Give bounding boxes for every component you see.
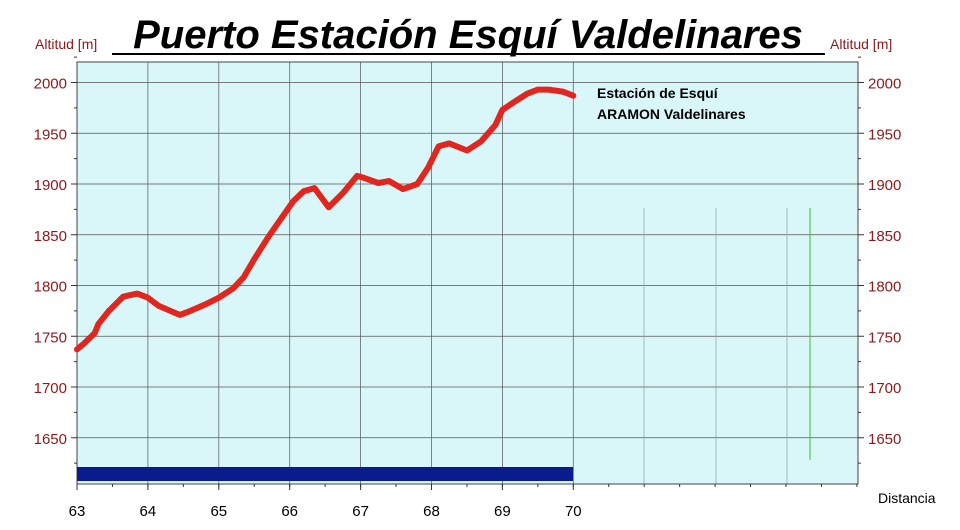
x-tick-label: 66 xyxy=(281,503,298,520)
x-tick-label: 63 xyxy=(69,503,86,520)
y-tick-label-right: 1900 xyxy=(868,177,901,194)
y-tick-label-left: 1650 xyxy=(34,431,67,448)
x-tick-label: 68 xyxy=(423,503,440,520)
y-axis-left: 1650 1700 1750 1800 1850 1900 1950 2000 xyxy=(34,56,77,464)
x-tick-label: 67 xyxy=(352,503,369,520)
y-axis-right: 1650 1700 1750 1800 1850 1900 1950 2000 xyxy=(858,56,901,464)
y-tick-label-right: 1700 xyxy=(868,380,901,397)
annotation-line-1: Estación de Esquí xyxy=(597,85,719,101)
y-tick-label-right: 1650 xyxy=(868,431,901,448)
x-tick-label: 69 xyxy=(494,503,511,520)
x-axis: 63 64 65 66 67 68 69 70 xyxy=(69,484,858,520)
horizontal-gridlines xyxy=(77,82,858,439)
y-tick-label-left: 1750 xyxy=(34,329,67,346)
y-label-right: Altitud [m] xyxy=(830,36,892,52)
annotation-line-2: ARAMON Valdelinares xyxy=(597,106,746,122)
plot-background xyxy=(77,62,858,484)
y-tick-label-left: 1800 xyxy=(34,279,67,296)
chart-title: Puerto Estación Esquí Valdelinares xyxy=(133,13,803,57)
y-tick-label-left: 1900 xyxy=(34,177,67,194)
y-tick-label-right: 1850 xyxy=(868,228,901,245)
vertical-gridlines xyxy=(76,62,811,484)
x-tick-label: 65 xyxy=(210,503,227,520)
distance-bar xyxy=(77,467,573,481)
y-tick-label-left: 1950 xyxy=(34,126,67,143)
y-tick-label-right: 2000 xyxy=(868,76,901,93)
y-tick-label-left: 1700 xyxy=(34,380,67,397)
elevation-line xyxy=(74,86,577,353)
x-tick-label: 70 xyxy=(565,503,582,520)
x-label: Distancia xyxy=(878,490,936,506)
y-tick-label-right: 1800 xyxy=(868,279,901,296)
y-tick-label-left: 2000 xyxy=(34,76,67,93)
x-tick-label: 64 xyxy=(140,503,157,520)
plot-frame xyxy=(76,61,859,485)
y-tick-label-left: 1850 xyxy=(34,228,67,245)
y-label-left: Altitud [m] xyxy=(35,36,97,52)
y-tick-label-right: 1750 xyxy=(868,329,901,346)
y-tick-label-right: 1950 xyxy=(868,126,901,143)
